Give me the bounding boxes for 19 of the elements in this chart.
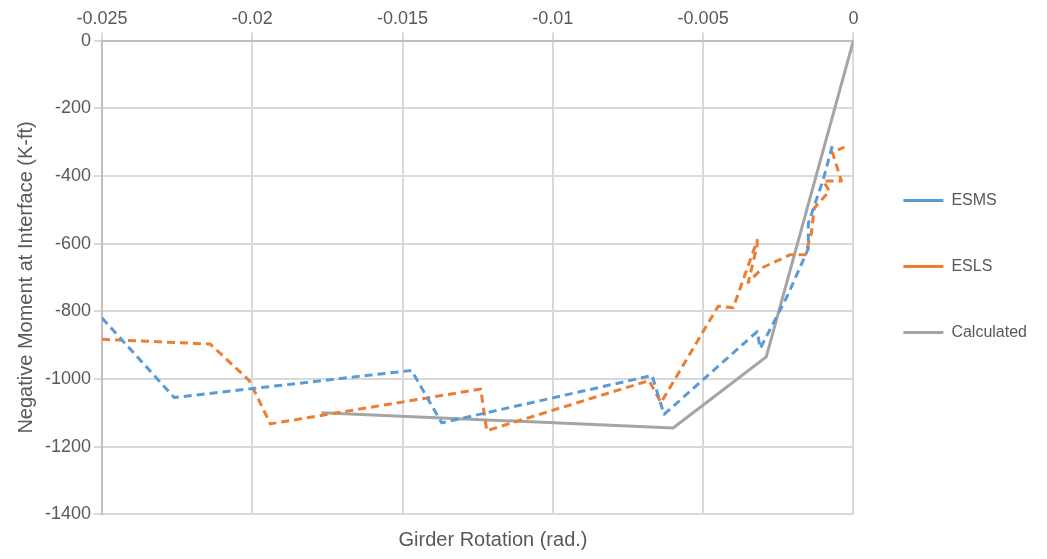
x-tick-label: 0	[848, 7, 859, 28]
y-tick-label: -400	[55, 164, 92, 185]
y-tick-label: 0	[81, 29, 92, 50]
y-tick-label: -1000	[44, 367, 92, 388]
legend-label: Calculated	[951, 322, 1028, 340]
x-tick-label: -0.005	[677, 7, 729, 28]
y-tick-label: -1200	[44, 435, 92, 456]
y-tick-label: -600	[55, 232, 92, 253]
x-axis-title: Girder Rotation (rad.)	[397, 528, 589, 551]
x-tick-label: -0.01	[532, 7, 574, 28]
x-tick-label: -0.015	[377, 7, 429, 28]
x-tick-label: -0.025	[76, 7, 128, 28]
y-axis-title: Negative Moment at Interface (K-ft)	[13, 121, 36, 434]
y-tick-label: -800	[55, 300, 92, 321]
legend-label: ESMS	[951, 190, 997, 208]
legend-label: ESLS	[951, 256, 993, 274]
y-tick-label: -1400	[44, 503, 92, 524]
x-tick-label: -0.02	[231, 7, 273, 28]
y-tick-label: -200	[55, 97, 92, 118]
